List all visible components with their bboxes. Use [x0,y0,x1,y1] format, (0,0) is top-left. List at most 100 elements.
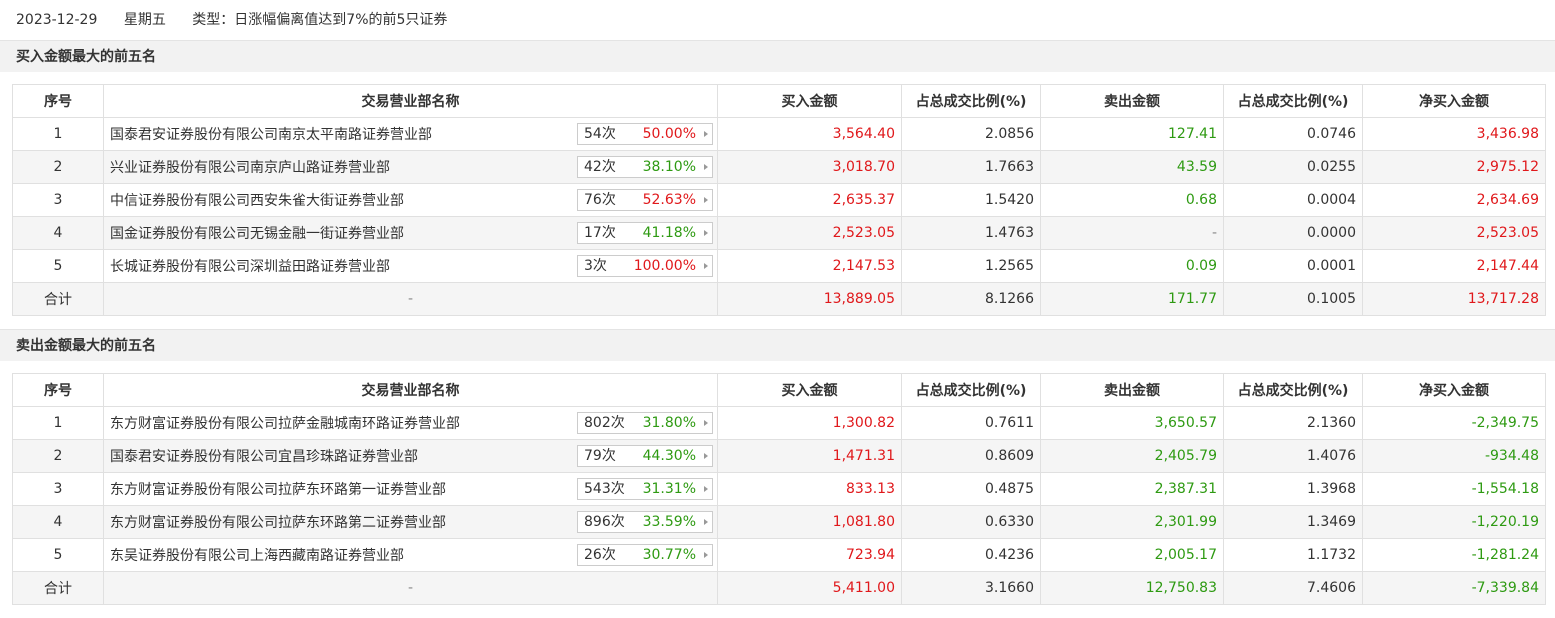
weekday: 星期五 [123,12,166,28]
arrow[interactable] [704,552,708,558]
buy-pct: 0.6330 [901,505,1041,539]
stats-box[interactable]: 896次 33.59% [577,511,713,533]
stats-box[interactable]: 3次 100.00% [577,255,713,277]
sell: 2,301.99 [1040,505,1224,539]
sections: 买入金额最大的前五名 序号 交易营业部名称 买入金额 占总成交比例(%) 卖出金额 占总成交… [0,40,1555,618]
count: 76次 [584,192,616,208]
arrow[interactable] [704,164,708,170]
stats-box[interactable]: 54次 50.00% [577,123,713,145]
column-header: 交易营业部名称 [103,84,718,118]
ratio: 52.63% [642,192,696,208]
buy: 3,564.40 [717,117,902,151]
buy-pct: 1.7663 [901,150,1041,184]
buy: 723.94 [717,538,902,572]
rank: 2 [12,150,104,184]
row: 2 国泰君安证券股份有限公司宜昌珍珠路证券营业部 79次 44.30% 1,471.31… [12,439,1546,473]
row: 4 东方财富证券股份有限公司拉萨东环路第二证券营业部 896次 33.59% 1,081… [12,505,1546,539]
name-cell: 东方财富证券股份有限公司拉萨东环路第二证券营业部 896次 33.59% [103,505,718,539]
total-row: 合计 -5,411.00 3.1660 12,750.83 7.4606 -7,339.8… [12,571,1546,605]
stats-box[interactable]: 76次 52.63% [577,189,713,211]
sell: 2,005.17 [1040,538,1224,572]
count: 802次 [584,415,625,431]
count: 26次 [584,547,616,563]
name: 东方财富证券股份有限公司拉萨东环路第一证券营业部 [110,482,446,498]
sell: 0.68 [1040,183,1224,217]
column-header: 卖出金额 [1040,373,1224,407]
column-header: 占总成交比例(%) [901,84,1041,118]
net: -934.48 [1362,439,1546,473]
sell-pct: 1.1732 [1223,538,1363,572]
net: 13,717.28 [1362,282,1546,316]
arrow[interactable] [704,420,708,426]
name-cell: 东吴证券股份有限公司上海西藏南路证券营业部 26次 30.77% [103,538,718,572]
row: 5 长城证券股份有限公司深圳益田路证券营业部 3次 100.00% 2,147.53 1.… [12,249,1546,283]
net: -1,554.18 [1362,472,1546,506]
name: 国泰君安证券股份有限公司南京太平南路证券营业部 [110,127,432,143]
arrow[interactable] [704,453,708,459]
name: - [103,282,718,316]
stats-box[interactable]: 26次 30.77% [577,544,713,566]
table: 序号 交易营业部名称 买入金额 占总成交比例(%) 卖出金额 占总成交比例(%) 净买入金额… [12,373,1546,605]
ratio: 50.00% [642,126,696,142]
ratio: 30.77% [642,547,696,563]
buy-pct: 3.1660 [901,571,1041,605]
name: 长城证券股份有限公司深圳益田路证券营业部 [110,259,390,275]
net: 2,975.12 [1362,150,1546,184]
buy: 833.13 [717,472,902,506]
buy-pct: 2.0856 [901,117,1041,151]
net: 3,436.98 [1362,117,1546,151]
count: 3次 [584,258,607,274]
table: 序号 交易营业部名称 买入金额 占总成交比例(%) 卖出金额 占总成交比例(%) 净买入金额… [12,84,1546,316]
sell-pct: 2.1360 [1223,406,1363,440]
sell: 43.59 [1040,150,1224,184]
stats-box[interactable]: 17次 41.18% [577,222,713,244]
sell: 2,387.31 [1040,472,1224,506]
row: 3 东方财富证券股份有限公司拉萨东环路第一证券营业部 543次 31.31% 833.1… [12,472,1546,506]
rank: 4 [12,505,104,539]
name-cell: 长城证券股份有限公司深圳益田路证券营业部 3次 100.00% [103,249,718,283]
buy: 1,081.80 [717,505,902,539]
net: -2,349.75 [1362,406,1546,440]
ratio: 41.18% [642,225,696,241]
section-title: 卖出金额最大的前五名 [0,329,1555,361]
arrow[interactable] [704,263,708,269]
buy-pct: 1.4763 [901,216,1041,250]
count: 543次 [584,481,625,497]
name: 东吴证券股份有限公司上海西藏南路证券营业部 [110,548,404,564]
sell: 171.77 [1040,282,1224,316]
stats-box[interactable]: 802次 31.80% [577,412,713,434]
net: 2,147.44 [1362,249,1546,283]
row: 1 国泰君安证券股份有限公司南京太平南路证券营业部 54次 50.00% 3,564.4… [12,117,1546,151]
buy: 1,300.82 [717,406,902,440]
name-cell: 国泰君安证券股份有限公司南京太平南路证券营业部 54次 50.00% [103,117,718,151]
stats-box[interactable]: 79次 44.30% [577,445,713,467]
name: 中信证券股份有限公司西安朱雀大街证券营业部 [110,193,404,209]
sell: - [1040,216,1224,250]
row: 1 东方财富证券股份有限公司拉萨金融城南环路证券营业部 802次 31.80% 1,30… [12,406,1546,440]
ratio: 31.31% [642,481,696,497]
arrow[interactable] [704,519,708,525]
net: -1,220.19 [1362,505,1546,539]
type: 类型：日涨幅偏离值达到7%的前5只证券 [192,12,448,28]
stats-box[interactable]: 543次 31.31% [577,478,713,500]
column-header: 序号 [12,84,104,118]
name-cell: 东方财富证券股份有限公司拉萨东环路第一证券营业部 543次 31.31% [103,472,718,506]
ratio: 33.59% [642,514,696,530]
header: 2023-12-29 星期五 类型：日涨幅偏离值达到7%的前5只证券 [0,0,1555,40]
column-header: 序号 [12,373,104,407]
count: 79次 [584,448,616,464]
rank: 4 [12,216,104,250]
arrow[interactable] [704,230,708,236]
sell-pct: 1.3968 [1223,472,1363,506]
arrow[interactable] [704,486,708,492]
name: 国金证券股份有限公司无锡金融一街证券营业部 [110,226,404,242]
buy: 2,635.37 [717,183,902,217]
header-row: 序号 交易营业部名称 买入金额 占总成交比例(%) 卖出金额 占总成交比例(%) 净买入金额 [12,84,1546,118]
column-header: 净买入金额 [1362,84,1546,118]
arrow[interactable] [704,131,708,137]
net: -7,339.84 [1362,571,1546,605]
column-header: 占总成交比例(%) [1223,84,1363,118]
arrow[interactable] [704,197,708,203]
stats-box[interactable]: 42次 38.10% [577,156,713,178]
